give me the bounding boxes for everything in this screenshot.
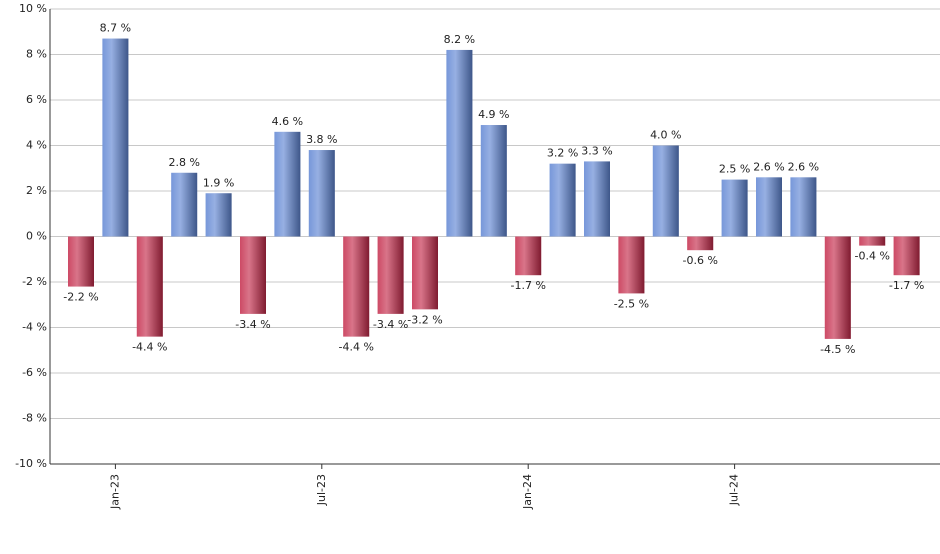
x-tick-label: Jul-23: [315, 474, 328, 506]
value-label: 8.2 %: [444, 33, 475, 46]
value-label: 3.8 %: [306, 133, 337, 146]
value-label: 4.9 %: [478, 108, 509, 121]
bar-shade: [102, 38, 129, 237]
value-label: 2.5 %: [719, 163, 750, 176]
bar-shade: [308, 150, 335, 237]
bar-shade: [721, 179, 748, 237]
bar-shade: [377, 236, 404, 314]
y-tick-label: 4 %: [26, 139, 47, 152]
x-tick-label: Jan-23: [108, 474, 121, 510]
bar-shade: [618, 236, 645, 294]
bar-shade: [515, 236, 542, 276]
value-label: -2.2 %: [63, 291, 98, 304]
bar-shade: [652, 145, 679, 237]
bar-shade: [136, 236, 163, 337]
value-label: -4.4 %: [338, 341, 373, 354]
y-tick-label: 8 %: [26, 48, 47, 61]
bar-shade: [68, 236, 94, 287]
x-tick-label: Jul-24: [728, 474, 741, 506]
value-label: -1.7 %: [889, 279, 924, 292]
bar-shade: [274, 131, 301, 237]
y-tick-label: -8 %: [22, 412, 47, 425]
bar-shade: [446, 49, 473, 237]
value-label: 2.6 %: [788, 160, 819, 173]
value-label: -1.7 %: [510, 279, 545, 292]
y-tick-label: 2 %: [26, 184, 47, 197]
value-label: -0.4 %: [854, 250, 889, 263]
value-label: 3.3 %: [581, 144, 612, 157]
bar-shade: [859, 236, 886, 246]
value-label: -2.5 %: [614, 297, 649, 310]
bar-shade: [549, 163, 576, 237]
bar-shade: [240, 236, 266, 314]
bar-shade: [687, 236, 714, 251]
value-label: -4.4 %: [132, 341, 167, 354]
bar-shade: [480, 125, 507, 237]
value-label: 8.7 %: [100, 22, 131, 35]
value-label: 3.2 %: [547, 147, 578, 160]
bar-shade: [412, 236, 438, 310]
bar-shade: [584, 161, 610, 237]
y-tick-label: -10 %: [15, 457, 47, 470]
value-label: -3.4 %: [373, 318, 408, 331]
y-tick-label: -6 %: [22, 366, 47, 379]
bar-shade: [343, 236, 370, 337]
bar-shade: [756, 177, 782, 237]
value-label: -0.6 %: [682, 254, 717, 267]
value-label: 2.8 %: [168, 156, 199, 169]
y-tick-label: 10 %: [19, 2, 47, 15]
value-label: 4.6 %: [272, 115, 303, 128]
value-label: 1.9 %: [203, 176, 234, 189]
x-tick-label: Jan-24: [521, 474, 534, 510]
bar-shade: [171, 172, 198, 237]
value-label: -4.5 %: [820, 343, 855, 356]
y-tick-label: -4 %: [22, 321, 47, 334]
bar-shade: [824, 236, 851, 339]
bar-shade: [205, 193, 232, 237]
bar-shade: [790, 177, 817, 237]
value-label: -3.4 %: [235, 318, 270, 331]
y-tick-label: 0 %: [26, 230, 47, 243]
value-label: -3.2 %: [407, 313, 442, 326]
value-label: 4.0 %: [650, 129, 681, 142]
y-tick-label: -2 %: [22, 275, 47, 288]
value-label: 2.6 %: [753, 160, 784, 173]
y-tick-label: 6 %: [26, 93, 47, 106]
bar-shade: [893, 236, 920, 276]
